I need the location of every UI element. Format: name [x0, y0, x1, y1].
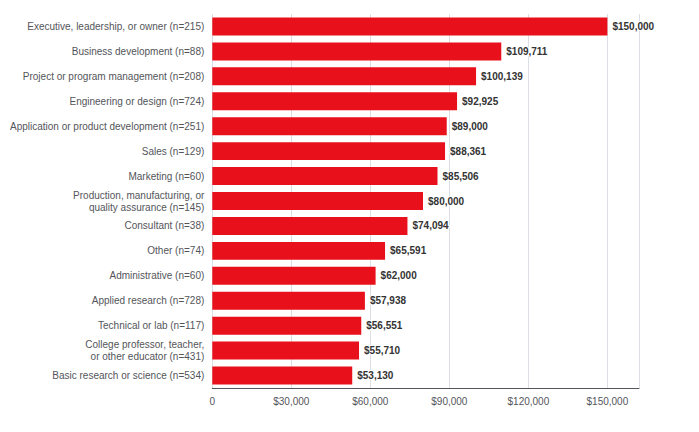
svg-text:Engineering or design (n=724): Engineering or design (n=724)	[69, 96, 204, 107]
svg-text:or other educator (n=431): or other educator (n=431)	[91, 351, 205, 362]
svg-text:Administrative (n=60): Administrative (n=60)	[110, 270, 205, 281]
svg-text:$100,139: $100,139	[481, 71, 523, 82]
svg-text:0: 0	[210, 396, 216, 407]
svg-text:Consultant (n=38): Consultant (n=38)	[125, 220, 205, 231]
svg-text:$85,506: $85,506	[443, 171, 480, 182]
svg-text:Applied research (n=728): Applied research (n=728)	[92, 295, 205, 306]
svg-text:Sales (n=129): Sales (n=129)	[142, 146, 205, 157]
svg-text:$55,710: $55,710	[364, 345, 401, 356]
svg-text:$90,000: $90,000	[431, 396, 468, 407]
svg-text:$74,094: $74,094	[412, 220, 449, 231]
svg-text:$150,000: $150,000	[612, 21, 654, 32]
svg-text:$57,938: $57,938	[370, 295, 407, 306]
svg-text:$62,000: $62,000	[381, 270, 418, 281]
svg-text:$150,000: $150,000	[587, 396, 629, 407]
svg-text:Technical or lab (n=117): Technical or lab (n=117)	[98, 320, 204, 331]
svg-text:$30,000: $30,000	[273, 396, 310, 407]
svg-text:$89,000: $89,000	[452, 121, 489, 132]
svg-text:$80,000: $80,000	[428, 196, 465, 207]
svg-text:$88,361: $88,361	[450, 146, 487, 157]
svg-text:$65,591: $65,591	[390, 245, 427, 256]
svg-text:quality assurance (n=145): quality assurance (n=145)	[89, 202, 204, 213]
svg-text:Executive, leadership, or owne: Executive, leadership, or owner (n=215)	[27, 21, 204, 32]
svg-text:$92,925: $92,925	[462, 96, 499, 107]
svg-text:$60,000: $60,000	[352, 396, 389, 407]
svg-text:Other (n=74): Other (n=74)	[147, 245, 204, 256]
svg-text:Project or program management: Project or program management (n=208)	[23, 71, 204, 82]
svg-text:Application or product develop: Application or product development (n=25…	[10, 121, 204, 132]
svg-text:Business development (n=88): Business development (n=88)	[72, 46, 205, 57]
svg-text:$120,000: $120,000	[508, 396, 550, 407]
svg-text:Marketing (n=60): Marketing (n=60)	[128, 171, 204, 182]
svg-text:Production, manufacturing, or: Production, manufacturing, or	[73, 190, 205, 201]
svg-text:Basic research or science (n=5: Basic research or science (n=534)	[52, 370, 204, 381]
svg-text:College professor, teacher,: College professor, teacher,	[85, 339, 204, 350]
svg-text:$53,130: $53,130	[357, 370, 394, 381]
svg-text:$56,551: $56,551	[366, 320, 403, 331]
svg-text:$109,711: $109,711	[506, 46, 548, 57]
